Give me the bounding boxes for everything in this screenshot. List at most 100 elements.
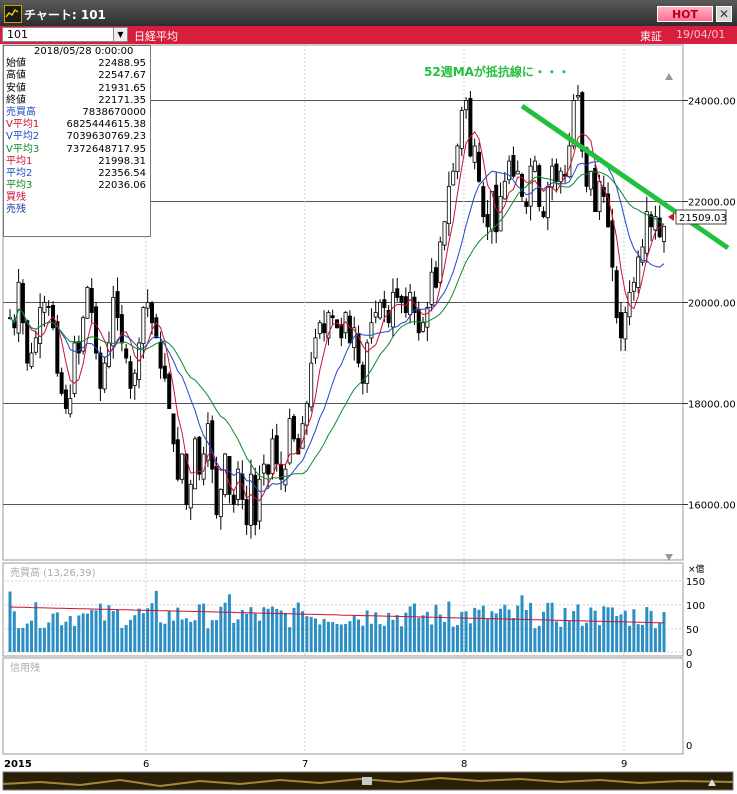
candle-body [347,315,352,344]
info-label: 売残 [6,204,26,216]
candle-body [541,211,546,218]
candle-body [149,302,154,324]
candle-body [12,320,17,329]
candle-body [644,211,649,254]
candle-body [532,160,537,172]
candle-body [575,95,580,98]
close-button[interactable]: ✕ [716,6,732,22]
candle-body [455,145,460,173]
volume-bar [507,609,511,652]
ma-line-1 [9,130,665,502]
candle-body [283,468,288,486]
volume-bar [184,618,188,652]
info-value: 22171.35 [98,94,146,106]
candle-body [261,463,266,474]
title-bar[interactable]: チャート: 101 HOT ✕ [0,0,737,26]
candle-body [291,416,296,440]
candle-body [472,145,477,163]
candle-body [46,306,51,308]
volume-bar [645,607,649,652]
candle-body [76,341,81,354]
volume-bar [38,627,42,652]
scroll-down-icon[interactable] [665,554,673,561]
candle-body [416,309,421,334]
candle-body [98,352,103,389]
price-chart[interactable]: 16000.00 18000.00 20000.00 22000.00 24000.00… [0,44,737,794]
volume-bar [447,601,451,652]
volume-bar [73,625,77,652]
volume-bar [318,624,322,652]
volume-bar [25,623,29,652]
moving-averages [9,130,665,502]
volume-bar [51,613,55,652]
info-label: 買残 [6,192,26,204]
volume-bar [296,602,300,652]
info-row: 安値 21931.65 [4,83,150,95]
volume-bar [516,605,520,652]
volume-bar [438,614,442,652]
volume-bar [180,619,184,652]
volume-bar [494,613,498,652]
candle-body [317,322,322,335]
volume-bar [361,625,365,652]
info-panel: 2018/05/28 0:00:00 始値 22488.95 高値 22547.67 安… [3,45,151,237]
hot-button[interactable]: HOT [657,6,713,22]
current-price-arrow [668,213,674,221]
volume-bar [662,612,666,652]
volume-bar [193,620,197,652]
dropdown-arrow-icon[interactable]: ▼ [113,28,127,41]
chart-date: 19/04/01 [676,28,726,41]
volume-bar [468,623,472,652]
candle-body [16,281,21,334]
security-name: 日経平均 [134,30,178,43]
candle-body [636,256,641,288]
scroll-thumb-icon[interactable] [362,777,372,785]
candle-body [33,337,38,353]
candle-body [558,170,563,183]
volume-bar [464,611,468,652]
candle-body [20,283,25,324]
candle-body [614,270,619,319]
volume-bar [98,603,102,652]
volume-bar [116,609,120,652]
candle-body [580,92,585,152]
candle-body [425,307,430,328]
scroll-up-icon[interactable] [665,73,673,80]
x-label-2015: 2015 [4,759,32,770]
candle-body [63,389,68,409]
candle-body [571,100,576,147]
overview-arrow-icon[interactable] [708,779,716,786]
candle-body [270,438,275,474]
info-label: V平均3 [6,143,40,155]
volume-tick-0: 0 [686,648,692,659]
volume-bar [223,602,227,652]
candle-body [89,288,94,314]
info-timestamp: 2018/05/28 0:00:00 [34,46,134,57]
info-row: 平均2 22356.54 [4,168,150,180]
volume-bar [451,626,455,652]
volume-bar [352,615,356,652]
volume-bar [412,603,416,652]
volume-bar [357,619,361,652]
candle-body [631,281,636,292]
info-label: 平均2 [6,167,33,179]
volume-tick-100: 100 [686,601,705,612]
candle-body [218,488,223,517]
candle-body [567,145,572,178]
volume-bar [408,606,412,652]
info-row: 始値 22488.95 [4,58,150,70]
volume-bar [387,612,391,652]
candle-body [132,372,137,386]
volume-bar [60,625,64,652]
candle-body [588,170,593,190]
info-label: 終値 [6,94,26,106]
code-input[interactable]: 101 ▼ [2,27,128,42]
candle-body [459,110,464,149]
volume-bar [249,607,253,652]
volume-bar [275,608,279,652]
volume-bar [47,622,51,652]
candle-body [524,201,529,207]
candle-body [42,302,47,313]
candle-body [399,295,404,303]
